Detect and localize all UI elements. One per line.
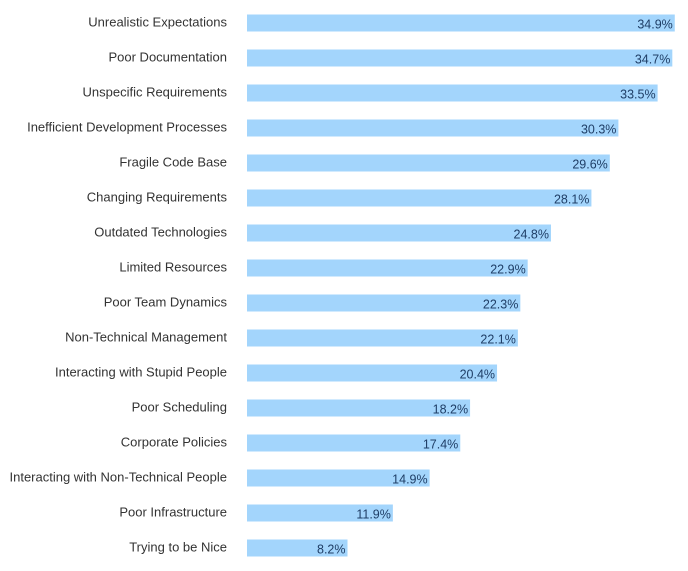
category-label: Poor Infrastructure: [119, 504, 227, 519]
bar: [247, 154, 610, 172]
category-label: Interacting with Stupid People: [55, 364, 227, 379]
bar: [247, 504, 393, 522]
category-label: Unrealistic Expectations: [88, 14, 227, 29]
category-label: Non-Technical Management: [65, 329, 227, 344]
category-label: Outdated Technologies: [94, 224, 227, 239]
category-label: Poor Documentation: [108, 49, 227, 64]
category-label: Poor Scheduling: [132, 399, 227, 414]
value-label: 28.1%: [554, 192, 589, 206]
value-label: 24.8%: [514, 227, 549, 241]
bar: [247, 259, 528, 277]
bar: [247, 434, 461, 452]
category-label: Changing Requirements: [87, 189, 228, 204]
category-label: Corporate Policies: [121, 434, 228, 449]
bar: [247, 189, 592, 207]
bar: [247, 399, 471, 417]
bar: [247, 329, 518, 347]
bar: [247, 364, 498, 382]
bar: [247, 84, 658, 102]
category-labels: Unrealistic Expectations Poor Documentati…: [9, 14, 227, 554]
value-label: 20.4%: [460, 367, 495, 381]
category-label: Unspecific Requirements: [82, 84, 227, 99]
value-label: 17.4%: [423, 437, 458, 451]
bar: [247, 224, 551, 242]
value-labels: 34.9% 34.7% 33.5% 30.3% 29.6% 28.1% 24.8% 22.9%…: [317, 17, 673, 556]
value-label: 11.9%: [356, 507, 391, 521]
category-label: Limited Resources: [119, 259, 227, 274]
bar: [247, 539, 348, 557]
value-label: 29.6%: [572, 157, 607, 171]
value-label: 30.3%: [581, 122, 616, 136]
bar: [247, 469, 430, 487]
category-label: Poor Team Dynamics: [104, 294, 228, 309]
value-label: 33.5%: [620, 87, 655, 101]
category-label: Trying to be Nice: [129, 539, 227, 554]
value-label: 8.2%: [317, 542, 346, 556]
bar: [247, 294, 521, 312]
bar: [247, 49, 673, 67]
bars: [247, 14, 675, 557]
value-label: 18.2%: [433, 402, 468, 416]
value-label: 34.7%: [635, 52, 670, 66]
bar: [247, 119, 619, 137]
value-label: 14.9%: [392, 472, 427, 486]
category-label: Interacting with Non-Technical People: [9, 469, 227, 484]
value-label: 22.1%: [480, 332, 515, 346]
value-label: 34.9%: [637, 17, 672, 31]
value-label: 22.3%: [483, 297, 518, 311]
category-label: Inefficient Development Processes: [27, 119, 227, 134]
bar: [247, 14, 675, 32]
category-label: Fragile Code Base: [119, 154, 227, 169]
value-label: 22.9%: [490, 262, 525, 276]
